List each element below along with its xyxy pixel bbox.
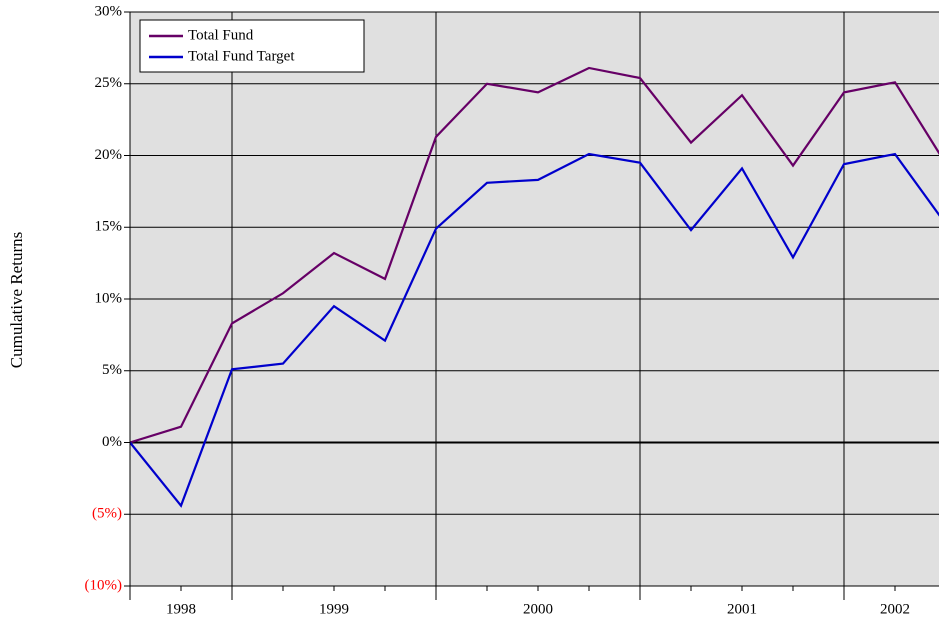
- series-line: [130, 152, 939, 508]
- y-tick-label: 15%: [95, 219, 123, 235]
- axes: (10%) (5%) 0% 5% 10% 15% 20% 25% 30% 1998 1999 2000…: [85, 3, 939, 617]
- legend-label: Total Fund: [188, 27, 254, 43]
- y-tick-label: 25%: [95, 75, 123, 91]
- plot-area: [130, 11, 939, 600]
- legend-label: Total Fund Target: [188, 48, 295, 64]
- y-axis-label: Cumulative Returns: [7, 232, 26, 368]
- y-tick-label: 0%: [102, 434, 122, 450]
- y-tick-label: (5%): [92, 506, 122, 522]
- y-tick-label: 10%: [95, 290, 123, 306]
- legend-box: [139, 19, 365, 73]
- y-tick-label: 20%: [95, 147, 123, 163]
- x-tick-label: 2002: [880, 601, 910, 617]
- x-tick-label: 2000: [523, 601, 553, 617]
- x-tick-label: 2001: [727, 601, 757, 617]
- y-tick-label: (10%): [85, 577, 123, 593]
- series-line: [130, 66, 939, 444]
- x-tick-label: 1998: [166, 601, 196, 617]
- y-tick-label: 30%: [95, 3, 123, 19]
- x-tick-label: 1999: [319, 601, 349, 617]
- y-tick-label: 5%: [102, 362, 122, 378]
